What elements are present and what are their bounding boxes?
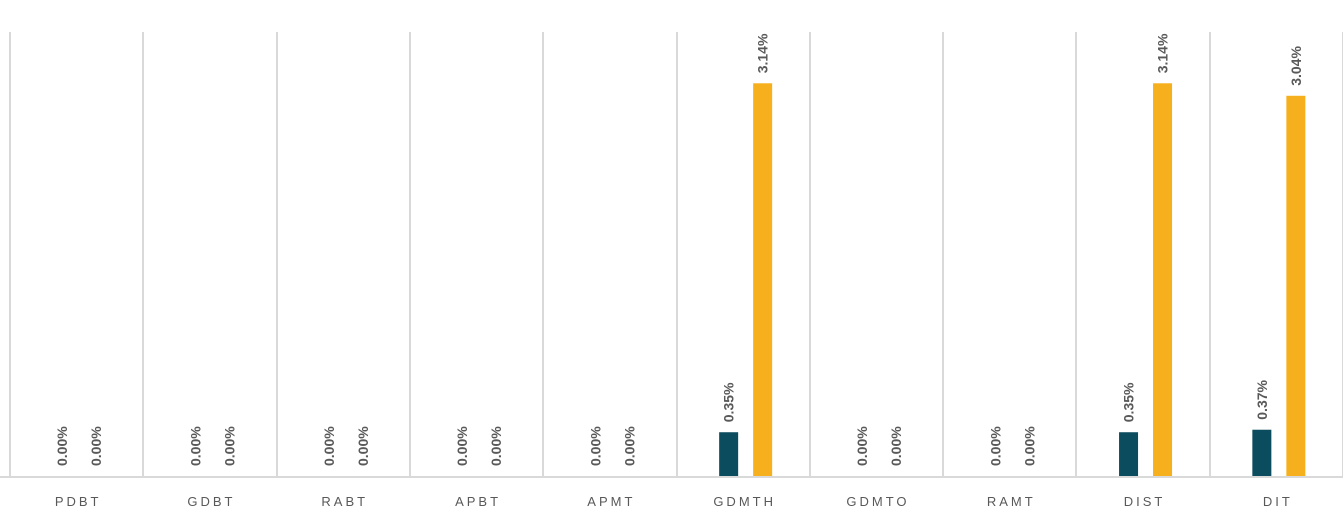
chart-data-labels: 0.00% 0.00% 0.00% 0.00% 0.00% 0.00% 0.00% 0.00%… bbox=[54, 33, 1304, 466]
bar bbox=[1119, 432, 1139, 476]
data-label: 0.35% bbox=[1121, 382, 1137, 422]
x-tick-label: GDMTH bbox=[713, 494, 776, 509]
x-tick-label: PDBT bbox=[55, 494, 102, 509]
data-label: 3.14% bbox=[755, 33, 771, 73]
x-tick-label: DIST bbox=[1124, 494, 1166, 509]
data-label: 0.00% bbox=[1021, 426, 1037, 466]
data-label: 0.00% bbox=[221, 426, 237, 466]
data-label: 3.04% bbox=[1288, 46, 1304, 86]
data-label: 0.00% bbox=[621, 426, 637, 466]
x-axis-tick-labels: PDBT GDBT RABT APBT APMT GDMTH GDMTO RAMT DIST DI… bbox=[55, 494, 1293, 509]
data-label: 0.00% bbox=[88, 426, 104, 466]
bar bbox=[1286, 95, 1306, 476]
data-label: 0.00% bbox=[54, 426, 70, 466]
bar bbox=[719, 432, 739, 476]
bar bbox=[753, 83, 773, 476]
data-label: 0.00% bbox=[187, 426, 203, 466]
data-label: 3.14% bbox=[1155, 33, 1171, 73]
x-tick-label: APMT bbox=[587, 494, 635, 509]
bar bbox=[1252, 429, 1272, 476]
x-tick-label: DIT bbox=[1263, 494, 1293, 509]
x-tick-label: GDBT bbox=[187, 494, 235, 509]
data-label: 0.00% bbox=[454, 426, 470, 466]
x-tick-label: RABT bbox=[321, 494, 368, 509]
chart-bars bbox=[719, 83, 1306, 476]
data-label: 0.00% bbox=[321, 426, 337, 466]
x-tick-label: APBT bbox=[455, 494, 501, 509]
data-label: 0.00% bbox=[854, 426, 870, 466]
chart-gridlines bbox=[0, 32, 1343, 478]
data-label: 0.35% bbox=[721, 382, 737, 422]
data-label: 0.00% bbox=[355, 426, 371, 466]
data-label: 0.37% bbox=[1254, 379, 1270, 419]
data-label: 0.00% bbox=[488, 426, 504, 466]
bar bbox=[1153, 83, 1173, 476]
data-label: 0.00% bbox=[888, 426, 904, 466]
data-label: 0.00% bbox=[587, 426, 603, 466]
x-tick-label: GDMTO bbox=[846, 494, 909, 509]
x-tick-label: RAMT bbox=[987, 494, 1036, 509]
data-label: 0.00% bbox=[987, 426, 1003, 466]
